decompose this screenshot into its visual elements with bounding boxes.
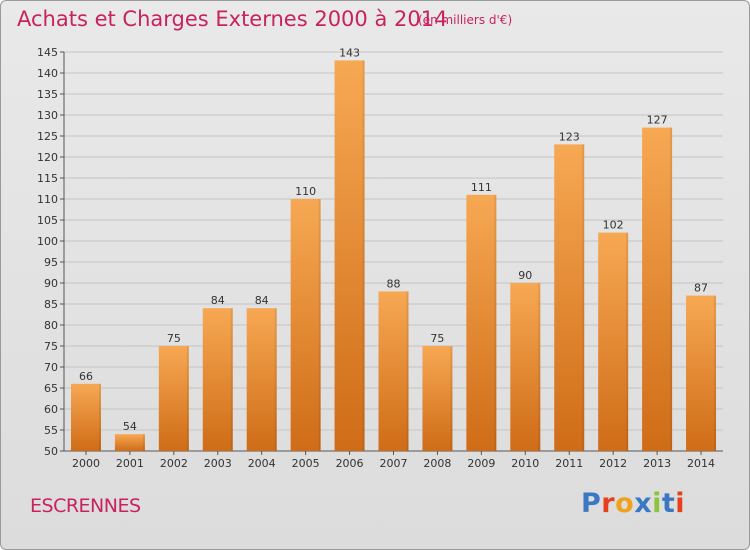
x-tick-label: 2002 (160, 457, 188, 470)
chart-title: Achats et Charges Externes 2000 à 2014 (17, 7, 448, 31)
bar-edge (318, 199, 321, 451)
x-tick-label: 2000 (72, 457, 100, 470)
y-tick-label: 145 (37, 46, 58, 59)
commune-name: ESCRENNES (30, 495, 141, 517)
value-label: 66 (79, 370, 93, 383)
bar-edge (582, 144, 585, 451)
value-label: 84 (255, 294, 269, 307)
x-tick-label: 2006 (336, 457, 364, 470)
x-tick-label: 2003 (204, 457, 232, 470)
x-tick-label: 2001 (116, 457, 144, 470)
logo-letter: P (581, 488, 602, 519)
bar-edge (494, 194, 497, 452)
y-tick-label: 95 (44, 256, 58, 269)
logo-letter: x (634, 488, 653, 519)
bar-edge (142, 434, 145, 451)
y-tick-label: 60 (44, 403, 58, 416)
y-tick-label: 50 (44, 445, 58, 458)
bars (70, 60, 717, 452)
logo-letter: i (652, 488, 662, 519)
y-tick-label: 115 (37, 172, 58, 185)
value-label: 143 (339, 46, 360, 59)
bar-2014 (686, 295, 717, 451)
value-label: 84 (211, 294, 225, 307)
value-label: 88 (387, 277, 401, 290)
x-tick-label: 2004 (248, 457, 276, 470)
bar-edge (670, 127, 673, 451)
logo-letter: i (675, 488, 686, 519)
bar-2009 (466, 194, 497, 452)
x-tick-label: 2005 (292, 457, 320, 470)
y-tick-label: 120 (37, 151, 58, 164)
chart-subtitle: (en milliers d'€) (418, 13, 513, 27)
bar-edge (362, 60, 365, 452)
bar-2001 (114, 434, 145, 451)
value-label: 110 (295, 185, 316, 198)
bar-edge (186, 346, 189, 451)
y-tick-label: 80 (44, 319, 58, 332)
bar-edge (714, 295, 717, 451)
y-tick-label: 70 (44, 361, 58, 374)
x-tick-label: 2014 (687, 457, 715, 470)
y-tick-label: 140 (37, 67, 58, 80)
bar-2007 (378, 291, 409, 451)
y-tick-label: 55 (44, 424, 58, 437)
y-tick-label: 75 (44, 340, 58, 353)
value-label: 75 (430, 332, 444, 345)
value-label: 127 (647, 114, 668, 127)
value-label: 75 (167, 332, 181, 345)
y-tick-label: 110 (37, 193, 58, 206)
bar-edge (274, 308, 277, 451)
x-tick-label: 2010 (511, 457, 539, 470)
x-tick-label: 2013 (643, 457, 671, 470)
y-tick-label: 85 (44, 298, 58, 311)
bar-2005 (290, 199, 321, 451)
y-tick-label: 105 (37, 214, 58, 227)
logo-letter: o (615, 488, 635, 519)
x-tick-label: 2008 (423, 457, 451, 470)
value-label: 90 (518, 269, 532, 282)
bar-edge (538, 283, 541, 451)
value-label: 102 (603, 219, 624, 232)
value-label: 123 (559, 130, 580, 143)
bar-2000 (70, 383, 101, 451)
bar-edge (450, 346, 453, 451)
x-tick-label: 2012 (599, 457, 627, 470)
y-tick-label: 130 (37, 109, 58, 122)
bar-2011 (554, 144, 585, 451)
y-tick-label: 90 (44, 277, 58, 290)
bar-edge (626, 232, 629, 451)
bar-2004 (246, 308, 277, 451)
labels: 66 2000 54 2001 75 2002 84 2003 84 2004 110 2005 143… (72, 46, 715, 470)
y-tick-label: 125 (37, 130, 58, 143)
value-label: 87 (694, 282, 708, 295)
bar-edge (230, 308, 233, 451)
bar-2006 (334, 60, 365, 452)
bar-2002 (158, 346, 189, 451)
y-tick-label: 100 (37, 235, 58, 248)
x-tick-label: 2011 (555, 457, 583, 470)
value-label: 111 (471, 181, 492, 194)
logo-letter: r (601, 488, 616, 519)
logo-letter: t (661, 488, 676, 519)
proxiti-logo[interactable]: Proxiti (581, 488, 685, 519)
bar-2003 (202, 308, 233, 451)
y-tick-label: 65 (44, 382, 58, 395)
bar-2012 (598, 232, 629, 451)
x-tick-label: 2007 (380, 457, 408, 470)
bar-edge (406, 291, 409, 451)
bar-edge (98, 383, 101, 451)
bar-2008 (422, 346, 453, 451)
x-tick-label: 2009 (467, 457, 495, 470)
y-tick-label: 135 (37, 88, 58, 101)
bar-2013 (642, 127, 673, 451)
value-label: 54 (123, 420, 137, 433)
bar-2010 (510, 283, 541, 451)
